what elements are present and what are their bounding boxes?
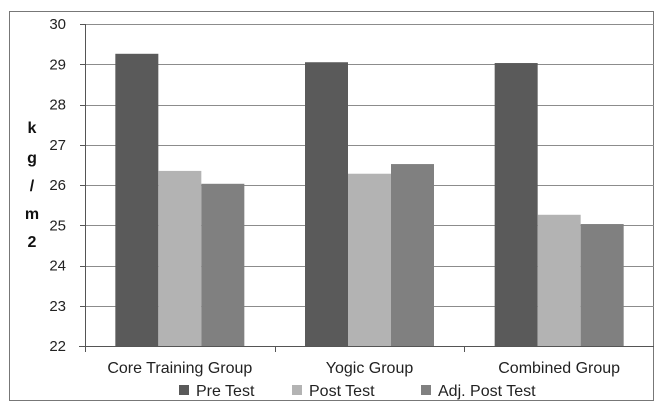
y-axis-label-char: k: [28, 120, 37, 137]
bar-adj-post-test-3: [580, 224, 624, 346]
y-tick-label: 25: [49, 217, 66, 234]
y-axis-label-char: 2: [28, 234, 37, 251]
y-tick-labels: 22 23 24 25 26 27 28 29 30: [49, 16, 66, 355]
bars: [115, 53, 624, 347]
bar-post-test-3: [537, 214, 581, 346]
legend-swatch: [421, 385, 431, 395]
x-category-label: Combined Group: [498, 360, 620, 377]
y-axis-label-char: m: [25, 206, 39, 223]
bar-adj-post-test-2: [391, 164, 434, 346]
legend-swatch: [179, 385, 189, 395]
y-tick-label: 22: [49, 338, 66, 355]
x-category-label: Yogic Group: [326, 360, 414, 377]
y-tick-label: 26: [49, 177, 66, 194]
y-tick-label: 27: [49, 137, 66, 154]
y-tick-label: 24: [49, 258, 66, 275]
legend-label: Pre Test: [196, 383, 255, 400]
y-tick-label: 23: [49, 298, 66, 315]
axes: [79, 24, 654, 352]
legend-label: Post Test: [309, 383, 375, 400]
category-labels: Core Training Group Yogic Group Combined G…: [107, 360, 620, 377]
x-category-label: Core Training Group: [107, 360, 252, 377]
y-tick-label: 29: [49, 56, 66, 73]
bar-pre-test-1: [115, 53, 159, 346]
legend-label: Adj. Post Test: [438, 383, 536, 400]
y-tick-label: 28: [49, 97, 66, 114]
y-axis-label-char: /: [30, 178, 35, 195]
bar-pre-test-2: [305, 62, 348, 347]
legend: Pre Test Post Test Adj. Post Test: [179, 383, 536, 400]
bar-post-test-2: [348, 173, 391, 346]
legend-swatch: [292, 385, 302, 395]
y-axis-label-char: g: [27, 150, 37, 167]
bar-pre-test-3: [494, 63, 538, 346]
bar-post-test-1: [158, 170, 202, 346]
y-tick-label: 30: [49, 16, 66, 33]
y-axis-label: kg / m 2: [25, 120, 39, 251]
bar-adj-post-test-1: [201, 183, 245, 346]
